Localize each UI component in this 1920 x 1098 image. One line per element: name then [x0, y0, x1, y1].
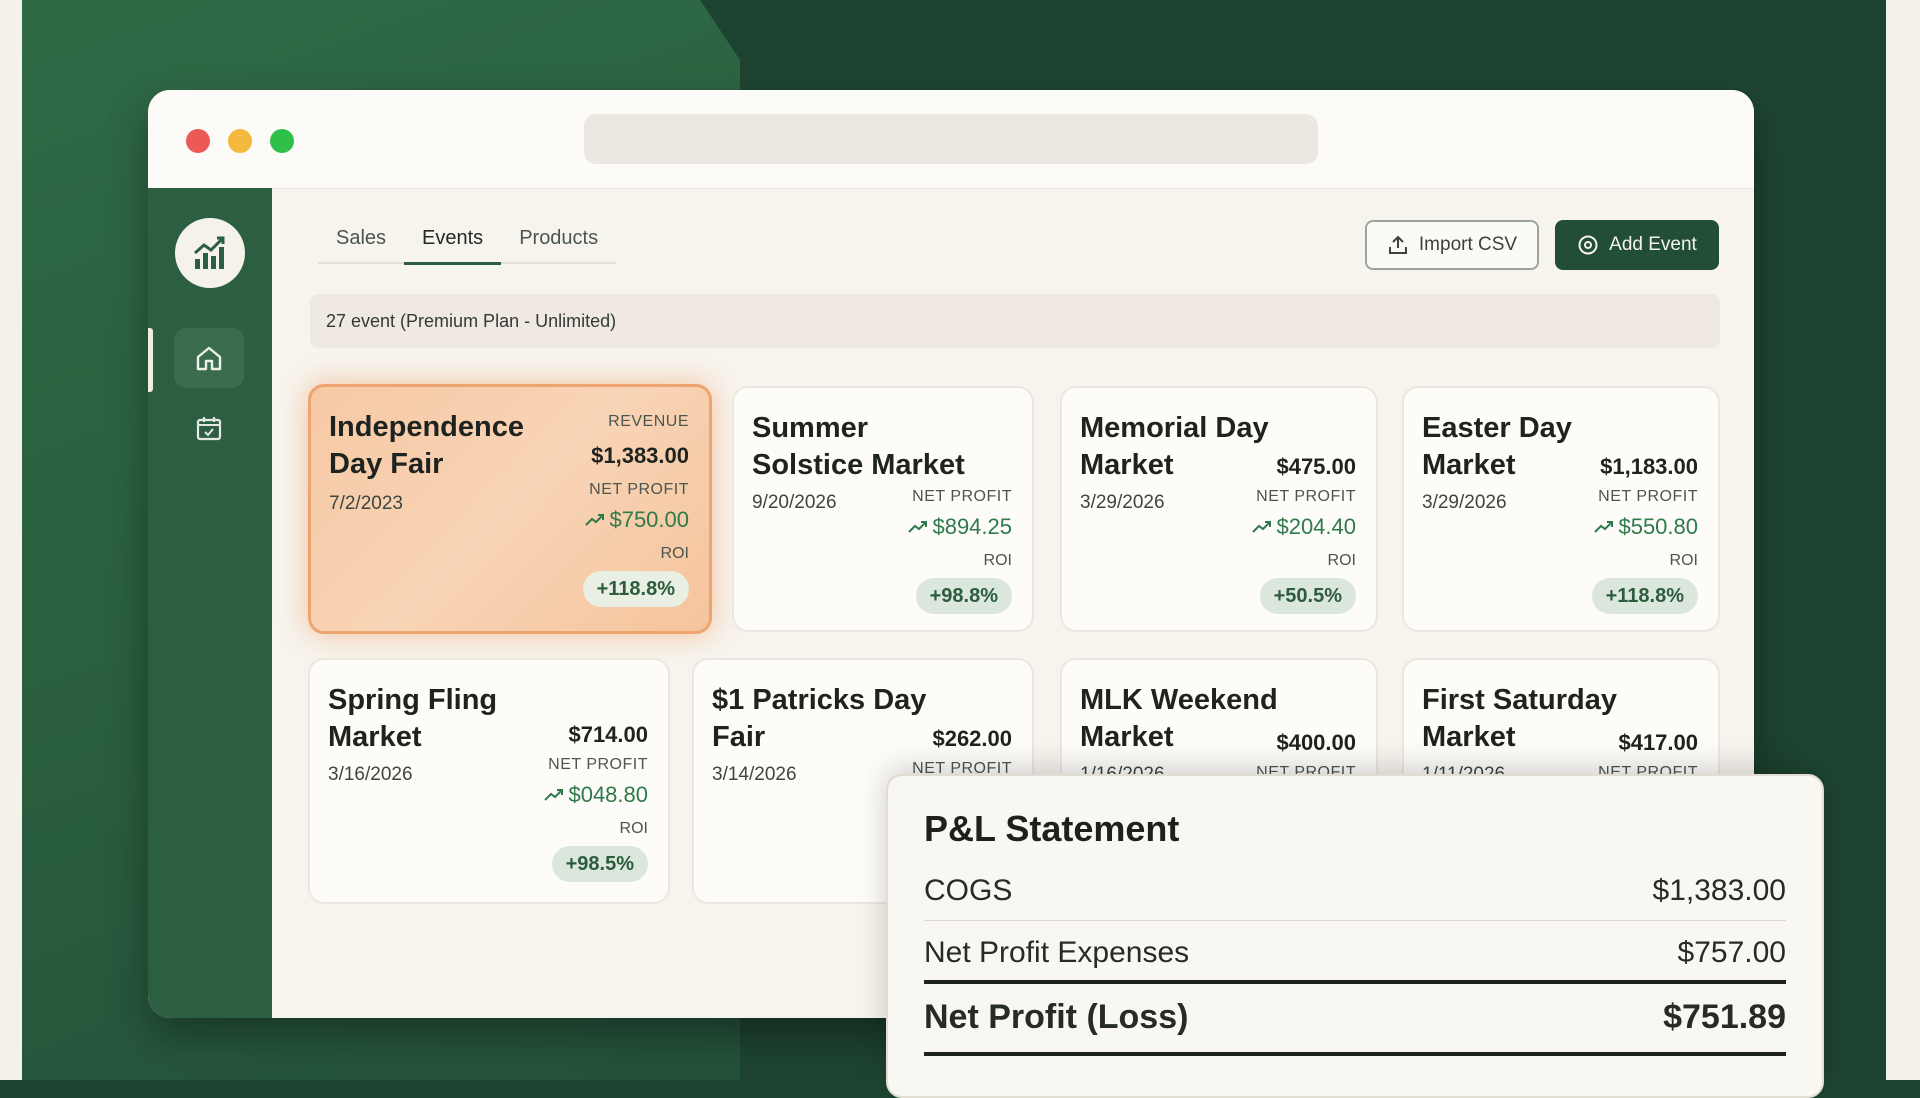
net-profit-label: NET PROFIT: [548, 756, 648, 773]
event-date: 9/20/2026: [752, 492, 837, 513]
event-date: 3/29/2026: [1080, 492, 1165, 513]
event-card-easter-day-market[interactable]: Easter Day Market 3/29/2026 $1,183.00 NE…: [1402, 386, 1720, 632]
net-profit-value: $894.25: [932, 514, 1012, 539]
pl-row-cogs: COGS $1,383.00: [924, 874, 1786, 908]
event-net-profit: $894.25: [908, 514, 1012, 540]
trend-up-icon: [544, 789, 564, 801]
tab-products[interactable]: Products: [519, 227, 599, 249]
add-event-button[interactable]: Add Event: [1555, 220, 1719, 270]
event-name: Easter Day Market: [1422, 412, 1572, 481]
net-profit-value: $048.80: [568, 782, 648, 807]
plan-status-bar: 27 event (Premium Plan - Unlimited): [310, 294, 1720, 348]
net-profit-label: NET PROFIT: [912, 760, 1012, 777]
event-name: Summer Solstice Market: [752, 412, 965, 481]
revenue-label: REVENUE: [608, 413, 689, 430]
event-net-profit: $204.40: [1252, 514, 1356, 540]
net-profit-label: NET PROFIT: [912, 488, 1012, 505]
net-profit-label: NET PROFIT: [1598, 488, 1698, 505]
background-border-right: [1886, 0, 1920, 1080]
pl-statement-panel: P&L Statement COGS $1,383.00 Net Profit …: [886, 774, 1824, 1098]
event-revenue: $262.00: [932, 726, 1012, 751]
event-revenue: $1,183.00: [1600, 454, 1698, 479]
pl-title: P&L Statement: [924, 808, 1180, 849]
event-revenue: $1,383.00: [591, 443, 689, 468]
pl-divider-thick-bottom: [924, 1052, 1786, 1056]
roi-badge: +118.8%: [582, 571, 689, 607]
event-name: MLK Weekend Market: [1080, 684, 1278, 753]
roi-badge: +118.8%: [1591, 578, 1698, 614]
sidebar-item-home[interactable]: [174, 328, 244, 388]
tab-bar: Sales Events Products: [318, 220, 617, 265]
pl-row-label: COGS: [924, 874, 1013, 907]
trend-up-icon: [585, 514, 605, 526]
net-profit-value: $550.80: [1618, 514, 1698, 539]
app-logo[interactable]: [175, 218, 245, 288]
roi-label: ROI: [1669, 552, 1698, 569]
tab-sales[interactable]: Sales: [336, 227, 387, 249]
event-revenue: $714.00: [568, 722, 648, 747]
pl-divider-thick: [924, 980, 1786, 984]
calendar-icon: [196, 417, 222, 441]
add-circle-icon: [1578, 235, 1598, 255]
import-csv-button[interactable]: Import CSV: [1365, 220, 1539, 270]
pl-row-expenses: Net Profit Expenses $757.00: [924, 936, 1786, 970]
roi-label: ROI: [983, 552, 1012, 569]
roi-label: ROI: [619, 820, 648, 837]
event-revenue: $475.00: [1276, 454, 1356, 479]
net-profit-value: $204.40: [1276, 514, 1356, 539]
event-date: 3/14/2026: [712, 764, 797, 785]
net-profit-value: $750.00: [609, 507, 689, 532]
tab-events[interactable]: Events: [404, 220, 502, 265]
close-window-button[interactable]: [186, 129, 210, 153]
event-date: 3/29/2026: [1422, 492, 1507, 513]
home-icon: [196, 346, 222, 371]
upload-icon: [1388, 235, 1407, 254]
event-card-summer-solstice-market[interactable]: Summer Solstice Market 9/20/2026 NET PRO…: [732, 386, 1034, 632]
trend-up-icon: [1594, 521, 1614, 533]
event-revenue: $400.00: [1276, 730, 1356, 755]
sidebar-item-calendar[interactable]: [174, 398, 244, 458]
event-name: Independence Day Fair: [329, 411, 524, 480]
pl-row-total: Net Profit (Loss) $751.89: [924, 998, 1786, 1037]
event-name: Memorial Day Market: [1080, 412, 1269, 481]
minimize-window-button[interactable]: [228, 129, 252, 153]
roi-badge: +50.5%: [1259, 578, 1356, 614]
app-window: Sales Events Products Import CSV Add Eve…: [148, 90, 1754, 1018]
event-card-spring-fling-market[interactable]: Spring Fling Market 3/16/2026 $714.00 NE…: [308, 658, 670, 904]
roi-badge: +98.8%: [915, 578, 1012, 614]
title-bar: [148, 90, 1754, 189]
maximize-window-button[interactable]: [270, 129, 294, 153]
net-profit-label: NET PROFIT: [1256, 488, 1356, 505]
pl-row-value: $1,383.00: [1652, 874, 1786, 907]
event-name: Spring Fling Market: [328, 684, 498, 753]
roi-badge: +98.5%: [551, 846, 648, 882]
event-card-memorial-day-market[interactable]: Memorial Day Market 3/29/2026 $475.00 NE…: [1060, 386, 1378, 632]
pl-total-value: $751.89: [1663, 998, 1786, 1036]
roi-label: ROI: [660, 545, 689, 562]
background-border-left: [0, 0, 22, 1080]
event-net-profit: $750.00: [585, 507, 689, 533]
roi-label: ROI: [1327, 552, 1356, 569]
event-net-profit: $550.80: [1594, 514, 1698, 540]
net-profit-label: NET PROFIT: [589, 481, 689, 498]
pl-row-value: $757.00: [1677, 936, 1786, 969]
trend-up-icon: [908, 521, 928, 533]
pl-row-label: Net Profit Expenses: [924, 936, 1190, 969]
event-net-profit: $048.80: [544, 782, 648, 808]
sidebar: [148, 188, 272, 1018]
event-date: 3/16/2026: [328, 764, 413, 785]
add-event-label: Add Event: [1609, 234, 1697, 255]
event-card-independence-day-fair[interactable]: Independence Day Fair 7/2/2023 REVENUE $…: [308, 384, 712, 634]
chart-growth-icon: [194, 236, 225, 269]
event-name: $1 Patricks Day Fair: [712, 684, 927, 753]
pl-total-label: Net Profit (Loss): [924, 998, 1189, 1036]
event-revenue: $417.00: [1618, 730, 1698, 755]
pl-divider: [924, 920, 1786, 921]
address-bar[interactable]: [584, 114, 1318, 164]
nav-active-indicator: [148, 328, 153, 392]
event-name: First Saturday Market: [1422, 684, 1617, 753]
import-csv-label: Import CSV: [1418, 234, 1518, 255]
event-date: 7/2/2023: [329, 493, 403, 514]
trend-up-icon: [1252, 521, 1272, 533]
